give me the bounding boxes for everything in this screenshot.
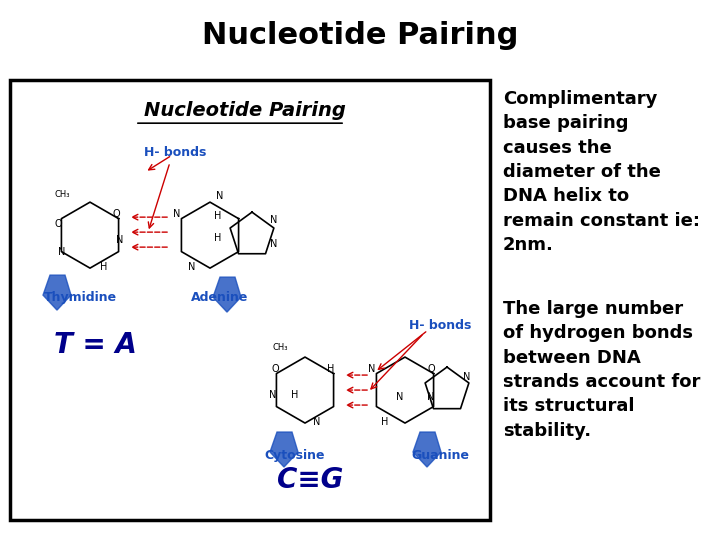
Text: N: N [427, 392, 435, 402]
Text: O: O [427, 364, 435, 374]
Text: N: N [463, 372, 471, 382]
Text: Adenine: Adenine [192, 291, 248, 303]
Text: T = A: T = A [53, 331, 136, 359]
Text: H: H [292, 390, 299, 400]
Text: O: O [271, 364, 279, 374]
Text: N: N [396, 392, 404, 402]
Polygon shape [213, 277, 241, 312]
Text: H: H [215, 233, 222, 243]
Text: N: N [58, 247, 66, 257]
Text: O: O [112, 209, 120, 219]
Text: Thymidine: Thymidine [43, 291, 117, 303]
Text: CH₃: CH₃ [272, 343, 288, 352]
Text: N: N [174, 209, 181, 219]
Text: H: H [100, 262, 108, 272]
Text: Cytosine: Cytosine [265, 449, 325, 462]
Text: Guanine: Guanine [411, 449, 469, 462]
Text: The large number
of hydrogen bonds
between DNA
strands account for
its structura: The large number of hydrogen bonds betwe… [503, 300, 701, 440]
Polygon shape [413, 432, 441, 467]
Polygon shape [270, 432, 298, 467]
Text: N: N [369, 364, 376, 374]
Text: CH₃: CH₃ [54, 190, 70, 199]
Text: Nucleotide Pairing: Nucleotide Pairing [202, 21, 518, 50]
FancyBboxPatch shape [10, 80, 490, 520]
Text: N: N [270, 239, 278, 249]
Text: H: H [382, 417, 389, 427]
Text: Nucleotide Pairing: Nucleotide Pairing [144, 100, 346, 120]
Text: N: N [313, 417, 320, 427]
Text: Complimentary
base pairing
causes the
diameter of the
DNA helix to
remain consta: Complimentary base pairing causes the di… [503, 90, 700, 254]
Text: N: N [216, 191, 224, 201]
Text: H: H [328, 364, 335, 374]
Text: N: N [270, 215, 278, 225]
Text: O: O [54, 219, 62, 229]
Text: N: N [269, 390, 276, 400]
Text: C≡G: C≡G [276, 466, 343, 494]
Text: H: H [215, 211, 222, 221]
Text: N: N [117, 235, 124, 245]
Text: H- bonds: H- bonds [144, 146, 206, 159]
Text: H- bonds: H- bonds [409, 319, 471, 332]
Polygon shape [43, 275, 71, 310]
Text: N: N [189, 262, 196, 272]
